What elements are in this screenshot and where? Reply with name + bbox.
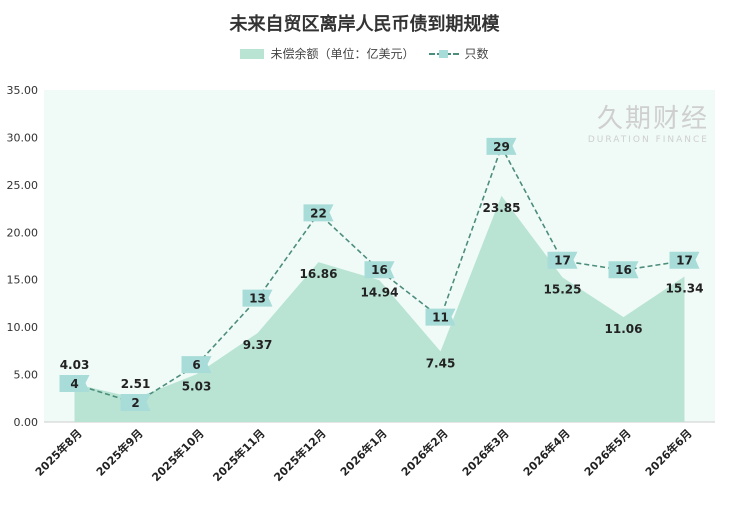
x-tick-label: 2026年3月 <box>459 426 512 479</box>
count-marker <box>120 394 151 412</box>
count-data-label: 29 <box>493 140 510 154</box>
legend-line-label[interactable]: 只数 <box>464 47 489 61</box>
area-data-label: 16.86 <box>300 267 338 281</box>
y-tick-label: 5.00 <box>14 369 39 382</box>
area-data-label: 23.85 <box>483 201 521 215</box>
count-marker <box>242 289 273 307</box>
x-tick-label: 2026年5月 <box>581 426 634 479</box>
y-tick-label: 10.00 <box>7 321 39 334</box>
count-data-label: 4 <box>70 377 78 391</box>
count-data-label: 11 <box>432 311 449 325</box>
legend: 未偿余额（单位：亿美元） 只数 <box>0 45 729 62</box>
count-data-label: 17 <box>554 254 571 268</box>
area-data-label: 9.37 <box>243 338 273 352</box>
count-marker <box>547 251 578 269</box>
x-tick-label: 2025年10月 <box>149 426 207 484</box>
count-marker <box>425 308 456 326</box>
count-data-label: 16 <box>615 263 632 277</box>
count-data-label: 2 <box>131 396 139 410</box>
count-marker <box>59 375 90 393</box>
x-tick-label: 2026年2月 <box>398 426 451 479</box>
x-tick-label: 2025年8月 <box>32 426 85 479</box>
area-data-label: 5.03 <box>182 379 212 393</box>
watermark-logo: 久期财经 DURATION FINANCE <box>588 98 709 145</box>
count-marker <box>608 261 639 279</box>
y-tick-label: 35.00 <box>7 84 39 97</box>
count-data-label: 17 <box>676 254 693 268</box>
legend-area-label[interactable]: 未偿余额（单位：亿美元） <box>270 47 415 61</box>
y-tick-label: 0.00 <box>14 416 39 429</box>
count-data-label: 6 <box>192 358 200 372</box>
area-data-label: 15.34 <box>666 281 704 295</box>
area-data-label: 14.94 <box>361 285 399 299</box>
area-series <box>74 195 685 422</box>
area-data-label: 15.25 <box>544 282 582 296</box>
count-marker <box>181 356 212 374</box>
x-tick-label: 2026年4月 <box>520 426 573 479</box>
count-data-label: 16 <box>371 263 388 277</box>
count-marker <box>303 204 334 222</box>
chart-title: 未来自贸区离岸人民币债到期规模 <box>229 14 500 35</box>
legend-line-swatch[interactable] <box>428 49 459 59</box>
y-tick-label: 30.00 <box>7 131 39 144</box>
count-marker <box>669 251 700 269</box>
y-tick-label: 15.00 <box>7 274 39 287</box>
x-tick-label: 2026年1月 <box>337 426 390 479</box>
count-marker <box>364 261 395 279</box>
x-tick-label: 2025年11月 <box>210 426 268 484</box>
y-tick-label: 20.00 <box>7 226 39 239</box>
area-data-label: 2.51 <box>121 377 151 391</box>
area-data-label: 7.45 <box>426 356 456 370</box>
x-tick-label: 2026年6月 <box>642 426 695 479</box>
x-tick-label: 2025年12月 <box>271 426 329 484</box>
count-marker <box>486 137 517 155</box>
count-data-label: 22 <box>310 206 327 220</box>
area-data-label: 4.03 <box>60 358 90 372</box>
y-tick-label: 25.00 <box>7 179 39 192</box>
area-data-label: 11.06 <box>605 322 643 336</box>
x-tick-label: 2025年9月 <box>93 426 146 479</box>
count-data-label: 13 <box>249 292 266 306</box>
legend-area-swatch[interactable] <box>240 48 265 59</box>
watermark-cn: 久期财经 <box>596 104 709 134</box>
watermark-en: DURATION FINANCE <box>587 135 709 145</box>
